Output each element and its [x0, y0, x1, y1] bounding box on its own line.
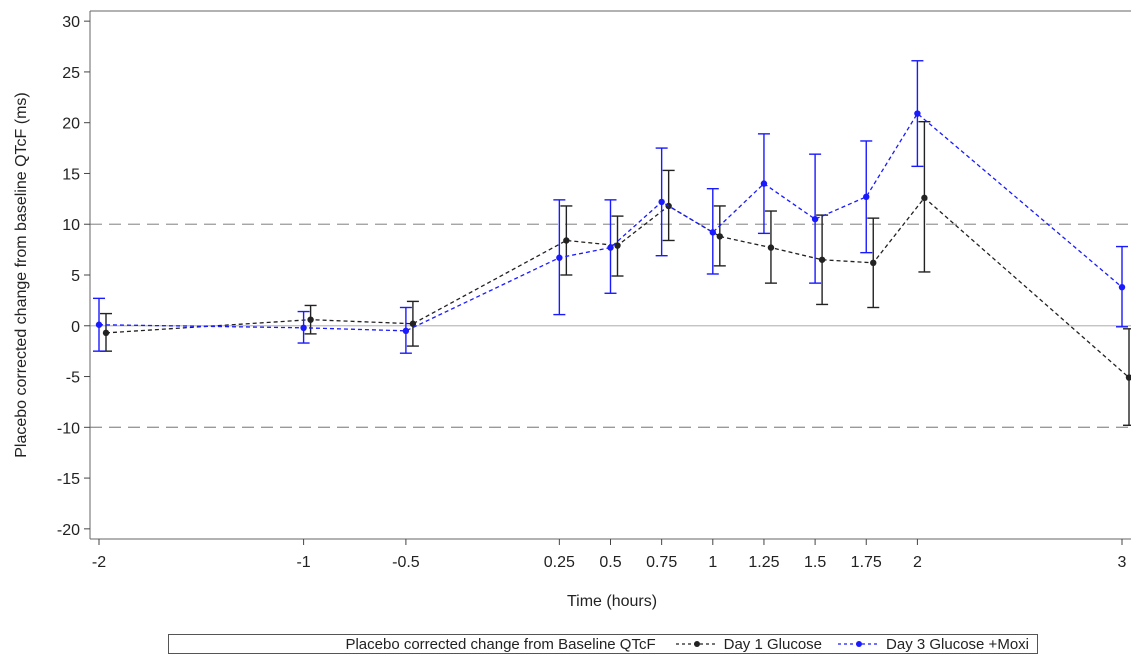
data-point: [914, 110, 921, 117]
data-point: [1118, 283, 1126, 291]
series-2: [93, 60, 1128, 354]
x-tick-label: 0.5: [599, 554, 621, 571]
data-point: [607, 244, 614, 251]
qtcf-chart: -20 -15 -10 -5 0 5 10 15 20 25 30 -2 -1 -0.5 0.25 0.5 0…: [13, 10, 1131, 610]
data-point: [307, 316, 314, 323]
x-tick-label: -2: [92, 554, 106, 571]
data-point: [811, 215, 819, 223]
y-tick-label: -20: [57, 522, 80, 539]
data-point: [563, 237, 570, 244]
legend-swatch-day3: [838, 641, 881, 647]
y-tick-label: 25: [62, 65, 80, 82]
legend-entry-day1: Day 1 Glucose: [675, 635, 823, 653]
x-tick-label: 1: [708, 554, 717, 571]
x-tick-label: 1.25: [748, 554, 779, 571]
legend-entry-day3: Day 3 Glucose +Moxi: [838, 636, 1029, 653]
y-tick-label: -5: [66, 370, 80, 387]
data-point: [409, 320, 417, 327]
x-tick-label: 1.75: [851, 554, 882, 571]
data-point: [658, 198, 665, 206]
y-tick-label: 10: [62, 217, 80, 234]
x-tick-label: -1: [296, 554, 310, 571]
y-tick-label: -10: [57, 420, 80, 437]
data-point: [760, 180, 768, 187]
y-tick-label: 20: [62, 116, 80, 133]
y-tick-label: 30: [62, 14, 80, 31]
y-tick-label: 0: [71, 319, 80, 336]
x-tick-label: 0.25: [544, 554, 575, 571]
y-tick-label: -15: [57, 471, 80, 488]
data-point: [863, 193, 870, 201]
data-point: [709, 229, 716, 236]
series-1: [100, 120, 1131, 426]
legend-title: Placebo corrected change from Baseline Q…: [345, 635, 656, 653]
data-point: [300, 324, 307, 331]
data-point: [921, 194, 928, 202]
legend-label-day3: Day 3 Glucose +Moxi: [886, 635, 1029, 653]
data-point: [1125, 374, 1131, 381]
x-axis: -2 -1 -0.5 0.25 0.5 0.75 1 1.25 1.5 1.75 2 3: [92, 539, 1127, 571]
data-point: [402, 327, 410, 335]
y-tick-label: 5: [71, 268, 80, 285]
data-point: [556, 254, 563, 261]
data-point: [614, 242, 621, 249]
x-tick-label: 2: [913, 554, 922, 571]
data-point: [767, 244, 775, 251]
data-point: [95, 321, 103, 328]
x-tick-label: -0.5: [392, 554, 420, 571]
legend-swatch-day1: [675, 641, 718, 647]
x-tick-label: 0.75: [646, 554, 677, 571]
y-axis: -20 -15 -10 -5 0 5 10 15 20 25 30: [57, 14, 90, 539]
y-axis-label: Placebo corrected change from baseline Q…: [13, 92, 30, 457]
series-layer: [93, 60, 1131, 426]
data-point: [102, 329, 110, 337]
x-axis-label: Time (hours): [567, 593, 657, 610]
data-point: [870, 259, 877, 267]
legend-label-day1: Day 1 Glucose: [723, 635, 823, 653]
x-tick-label: 3: [1118, 554, 1127, 571]
series-line: [105, 196, 1130, 379]
series-line: [98, 112, 1123, 332]
legend: Placebo corrected change from Baseline Q…: [168, 634, 1038, 654]
x-tick-label: 1.5: [804, 554, 826, 571]
data-point: [716, 233, 723, 240]
data-point: [818, 256, 826, 263]
y-tick-label: 15: [62, 166, 80, 183]
